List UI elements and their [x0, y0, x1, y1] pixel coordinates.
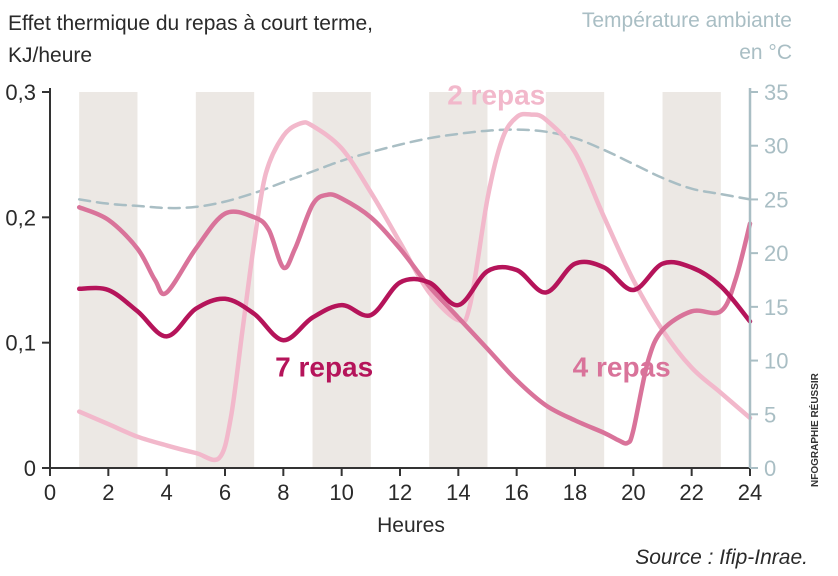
left-axis-title: Effet thermique du repas à court terme, — [8, 12, 373, 35]
axes — [42, 88, 758, 476]
right-axis-title: Température ambiante — [582, 9, 792, 32]
series-line-temperature — [77, 128, 752, 210]
y2-tick-label: 5 — [764, 402, 776, 427]
x-tick-label: 2 — [102, 480, 114, 505]
y-tick-label: 0,3 — [5, 80, 36, 105]
y2-tick-label: 30 — [764, 134, 788, 159]
x-tick-label: 24 — [738, 480, 762, 505]
series-label-series-7: 7 repas — [275, 352, 373, 383]
x-tick-label: 4 — [161, 480, 173, 505]
series-lines — [76, 111, 753, 463]
series-labels: 2 repas 7 repas 4 repas — [275, 80, 671, 383]
source-label: Source : Ifip-Inrae. — [635, 546, 808, 569]
series-line-series-7 — [76, 259, 753, 343]
y2-tick-label: 15 — [764, 295, 788, 320]
y-tick-label: 0,2 — [5, 205, 36, 230]
series-line-series-2 — [76, 111, 753, 463]
x-tick-label: 20 — [621, 480, 645, 505]
series-label-series-2: 2 repas — [447, 80, 545, 111]
credit-label: NFOGRAPHIE RÉUSSIR — [808, 372, 821, 487]
x-tick-label: 0 — [44, 480, 56, 505]
x-tick-label: 16 — [504, 480, 528, 505]
shaded-band-1 — [195, 92, 255, 468]
y2-tick-label: 10 — [764, 349, 788, 374]
y-tick-label: 0,1 — [5, 331, 36, 356]
tick-labels: 0 2 4 6 8 10 12 14 16 18 20 22 2400,10,20,3051015202… — [5, 80, 788, 505]
y2-tick-label: 25 — [764, 187, 788, 212]
x-tick-label: 8 — [277, 480, 289, 505]
x-tick-label: 18 — [563, 480, 587, 505]
x-tick-label: 22 — [679, 480, 703, 505]
y2-tick-label: 20 — [764, 241, 788, 266]
shaded-band-0 — [79, 92, 138, 468]
x-tick-label: 6 — [219, 480, 231, 505]
y2-tick-label: 0 — [764, 456, 776, 481]
x-tick-label: 14 — [446, 480, 470, 505]
x-axis-label: Heures — [377, 514, 445, 537]
series-line-series-4 — [76, 192, 753, 446]
x-tick-label: 12 — [388, 480, 412, 505]
x-tick-label: 10 — [329, 480, 353, 505]
y2-tick-label: 35 — [764, 80, 788, 105]
left-axis-title-line2: KJ/heure — [8, 44, 92, 67]
series-label-series-4: 4 repas — [573, 352, 671, 383]
right-axis-title-line2: en °C — [739, 41, 792, 64]
y-tick-label: 0 — [24, 456, 36, 481]
